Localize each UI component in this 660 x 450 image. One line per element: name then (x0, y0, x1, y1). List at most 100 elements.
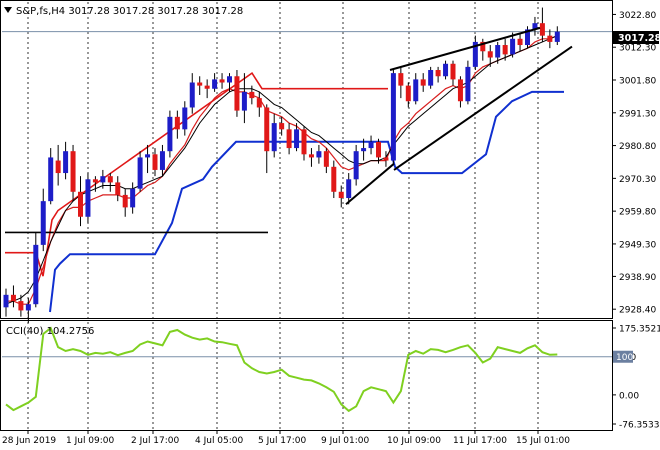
y-tick-label: 2928.40 (619, 306, 656, 316)
candle-body (137, 157, 143, 189)
cci-level-tag-label: 100 (616, 353, 633, 363)
y-tick-label: 3001.80 (619, 77, 656, 87)
symbol-caption: S&P,fs,H4 3017.28 3017.28 3017.28 3017.2… (16, 6, 243, 17)
candle-body (465, 66, 471, 102)
x-tick-label: 4 Jul 05:00 (195, 436, 244, 446)
candle-body (18, 301, 24, 311)
candle-body (331, 166, 337, 192)
candle-body (405, 85, 411, 102)
y-tick-label: 2938.90 (619, 273, 656, 283)
y-tick-label: 2980.80 (619, 142, 656, 152)
candle-body (532, 23, 538, 30)
candle-body (428, 70, 434, 86)
candle-body (264, 107, 270, 152)
chart-menu-icon[interactable] (4, 7, 12, 13)
cci-y-tick-label: 0.00 (619, 391, 639, 401)
candle-body (308, 154, 314, 158)
candle-body (115, 182, 121, 195)
cci-line (5, 326, 558, 413)
candle-body (487, 51, 493, 58)
candle-body (390, 73, 396, 161)
candle-body (457, 79, 463, 102)
x-tick-label: 5 Jul 17:00 (258, 436, 307, 446)
candle-body (167, 116, 173, 152)
cci-level-tag (613, 350, 633, 363)
candle-body (227, 76, 232, 83)
candle-body (517, 38, 523, 46)
candle-body (361, 148, 367, 152)
candle-body (383, 157, 389, 161)
candle-body (271, 123, 277, 152)
candle-body (435, 70, 441, 77)
candle-body (122, 194, 128, 208)
candle-body (376, 141, 381, 158)
candle-body (25, 304, 31, 311)
indicator-lines (5, 35, 564, 313)
cci-caption: CCI(40) 104.2756 (6, 326, 94, 337)
candle-body (70, 151, 76, 192)
candle-body (495, 45, 501, 58)
candle-body (502, 45, 508, 55)
candle-body (63, 151, 69, 174)
wedge-base-trendline (345, 162, 395, 206)
candle-body (78, 191, 83, 217)
candle-body (286, 129, 292, 149)
x-tick-label: 28 Jun 2019 (2, 436, 56, 446)
candle-body (413, 79, 419, 102)
candle-body (547, 35, 553, 42)
current-price-label: 3017.28 (618, 33, 660, 44)
candle-body (100, 176, 106, 183)
candle-body (249, 91, 255, 99)
candle-body (338, 191, 344, 199)
candle-body (33, 244, 39, 305)
y-tick-label: 3012.30 (619, 44, 656, 54)
candle-body (85, 179, 91, 217)
x-tick-label: 15 Jul 01:00 (516, 436, 570, 446)
candle-body (256, 98, 262, 108)
candle-body (145, 154, 151, 158)
candle-body (368, 141, 374, 149)
current-price-tag (613, 31, 659, 44)
candle-body (212, 79, 218, 89)
price-grid (2, 2, 612, 430)
candle-body (204, 85, 210, 89)
y-tick-label: 3022.80 (619, 11, 656, 21)
candle-body (197, 82, 203, 86)
candle-body (353, 151, 359, 180)
candle-body (398, 73, 404, 86)
candle-body (152, 154, 158, 170)
candle-body (443, 63, 449, 77)
candle-body (346, 179, 352, 199)
candle-body (525, 29, 530, 46)
price-axis: 3022.80 3012.30 3001.80 2991.30 2980.80 2970.… (612, 11, 656, 316)
trendline-overlays (345, 26, 573, 206)
candle-body (554, 31, 560, 42)
candlestick-series (3, 7, 560, 323)
wedge-upper-trendline (389, 26, 541, 71)
candle-body (472, 41, 478, 67)
cci-series (5, 326, 558, 413)
candle-body (279, 123, 285, 130)
candle-body (316, 151, 322, 158)
candle-body (130, 188, 136, 208)
candle-body (301, 129, 307, 155)
x-tick-label: 11 Jul 17:00 (453, 436, 507, 446)
candle-body (174, 116, 180, 130)
candle-body (294, 129, 300, 149)
candle-body (159, 151, 165, 170)
candle-body (55, 160, 61, 174)
candle-body (539, 23, 545, 36)
candle-body (182, 107, 188, 130)
candle-body (420, 79, 426, 86)
time-axis: 28 Jun 2019 1 Jul 09:00 2 Jul 17:00 4 Jul 0… (2, 431, 570, 446)
candle-body (189, 82, 195, 108)
candle-body (10, 294, 16, 302)
resistance-line-red (5, 71, 388, 277)
candle-body (219, 79, 225, 83)
x-tick-label: 1 Jul 09:00 (66, 436, 115, 446)
channel-line-blue (49, 90, 564, 313)
cci-panel-border (0, 320, 613, 431)
cci-y-tick-label: 175.3521 (619, 325, 660, 335)
